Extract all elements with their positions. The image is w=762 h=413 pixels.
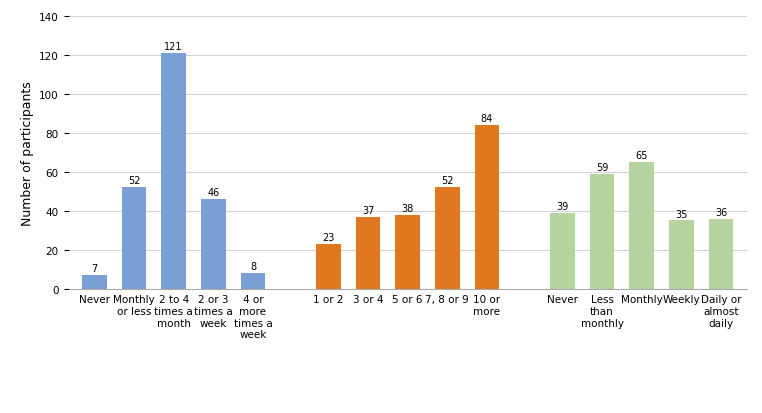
Bar <box>395 215 420 289</box>
Text: 121: 121 <box>165 42 183 52</box>
Text: 59: 59 <box>596 162 608 172</box>
Bar <box>435 188 459 289</box>
Bar <box>475 126 499 289</box>
Text: 35: 35 <box>675 209 687 219</box>
Text: 84: 84 <box>481 114 493 123</box>
Bar <box>82 275 107 289</box>
Bar <box>201 199 226 289</box>
Bar <box>629 163 654 289</box>
Text: 38: 38 <box>402 203 414 213</box>
Bar <box>669 221 693 289</box>
Text: 8: 8 <box>250 261 256 272</box>
Text: 65: 65 <box>636 151 648 161</box>
Bar <box>590 174 614 289</box>
Bar <box>122 188 146 289</box>
Text: 52: 52 <box>441 176 453 186</box>
Text: 39: 39 <box>556 201 568 211</box>
Bar <box>356 217 380 289</box>
Text: 36: 36 <box>715 207 727 217</box>
Y-axis label: Number of participants: Number of participants <box>21 81 34 225</box>
Bar <box>316 244 341 289</box>
Bar <box>709 219 733 289</box>
Text: 46: 46 <box>207 188 219 197</box>
Text: 7: 7 <box>91 263 98 273</box>
Text: 52: 52 <box>128 176 140 186</box>
Bar <box>550 213 575 289</box>
Bar <box>162 54 186 289</box>
Text: 23: 23 <box>322 233 335 242</box>
Text: 37: 37 <box>362 205 374 215</box>
Bar <box>241 273 265 289</box>
